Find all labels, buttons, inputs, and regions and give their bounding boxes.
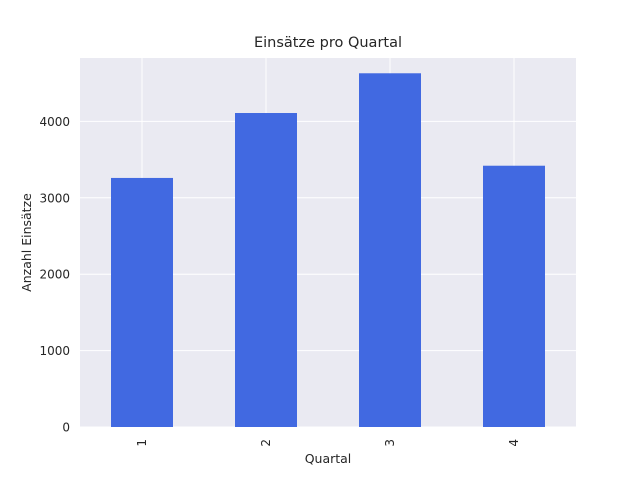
bar-quartal-1: [111, 177, 173, 427]
x-tick-label: 2: [259, 439, 273, 447]
bar-quartal-4: [483, 165, 545, 427]
bar-quartal-3: [359, 73, 421, 427]
chart-title: Einsätze pro Quartal: [254, 35, 402, 51]
y-tick-label: 4000: [39, 115, 70, 129]
y-axis-ticks: 0 1000 2000 3000 4000: [39, 115, 70, 435]
y-tick-label: 1000: [39, 344, 70, 358]
x-axis-ticks: 1 2 3 4: [135, 439, 521, 447]
x-tick-label: 4: [507, 439, 521, 447]
x-axis-label: Quartal: [305, 451, 352, 466]
bars: [111, 73, 545, 427]
x-tick-label: 3: [383, 439, 397, 447]
bar-quartal-2: [235, 113, 297, 427]
y-tick-label: 2000: [39, 268, 70, 282]
x-tick-label: 1: [135, 439, 149, 447]
y-axis-label: Anzahl Einsätze: [19, 193, 34, 292]
y-tick-label: 3000: [39, 191, 70, 205]
y-tick-label: 0: [62, 421, 70, 435]
